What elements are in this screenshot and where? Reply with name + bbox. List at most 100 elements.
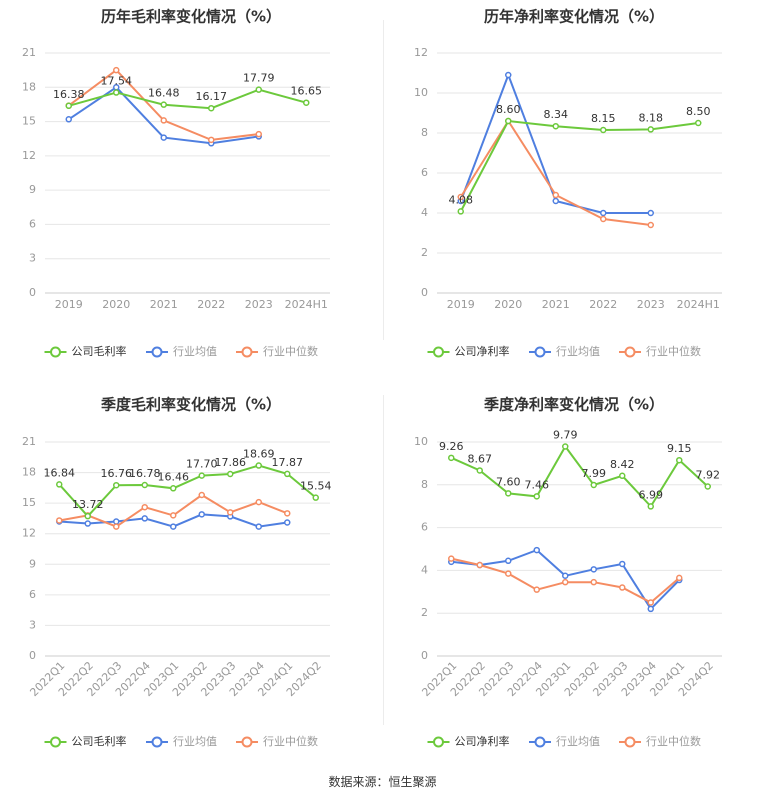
data-label: 16.46 (158, 470, 190, 483)
data-point-company (312, 494, 319, 501)
data-point-company (113, 481, 120, 489)
chart-title: 历年毛利率变化情况（%） (101, 8, 281, 26)
data-label: 16.65 (291, 85, 323, 98)
data-label: 7.60 (496, 475, 521, 488)
data-point-median (562, 578, 569, 586)
data-point-company (141, 481, 148, 489)
data-point-company (505, 117, 512, 125)
x-tick-label: 2022 (589, 298, 617, 311)
legend-marker-median (624, 736, 636, 748)
data-label: 17.87 (272, 456, 304, 469)
data-label: 7.99 (582, 467, 607, 480)
data-point-median (647, 599, 654, 606)
data-point-median (505, 570, 512, 577)
y-tick-label: 6 (29, 588, 36, 601)
series-line-company (450, 444, 709, 509)
data-point-company (676, 456, 683, 464)
data-point-median (255, 498, 262, 506)
legend-label-avg: 行业均值 (556, 345, 600, 358)
legend-marker-company (433, 736, 444, 748)
data-point-company (448, 454, 455, 462)
y-tick-label: 6 (421, 521, 428, 534)
chart-1: 历年毛利率变化情况（%） 0 3 6 9 12 15 18 21 2019 2020 2021 2022… (22, 8, 330, 358)
data-label: 16.78 (129, 467, 161, 480)
data-label: 8.42 (610, 458, 635, 471)
x-tick-label: 2021 (150, 298, 178, 311)
y-tick-label: 9 (29, 183, 36, 196)
data-point-median (552, 191, 559, 199)
y-tick-label: 12 (22, 527, 36, 540)
source-note: 数据来源：恒生聚源 (328, 775, 437, 789)
data-point-company (198, 472, 205, 479)
data-label: 7.92 (696, 469, 721, 482)
data-point-avg (647, 605, 654, 613)
series-line-company (459, 119, 699, 212)
x-tick-label: 2024H1 (285, 298, 328, 311)
legend-label-avg: 行业均值 (173, 735, 217, 748)
data-point-company (65, 102, 72, 110)
y-tick-label: 0 (421, 649, 428, 662)
data-point-median (255, 130, 262, 138)
x-tick-label: 2019 (55, 298, 83, 311)
data-point-avg (255, 523, 262, 530)
legend-marker-company (433, 346, 444, 358)
data-point-company (647, 503, 654, 510)
chart-title: 历年净利率变化情况（%） (484, 8, 664, 26)
data-point-company (208, 104, 215, 112)
y-tick-label: 12 (414, 46, 428, 59)
data-point-company (533, 493, 540, 500)
data-label: 8.67 (468, 452, 493, 465)
chart-title: 季度净利率变化情况（%） (484, 396, 664, 414)
data-label: 16.38 (53, 88, 85, 101)
data-point-avg (65, 116, 72, 123)
data-point-median (141, 503, 148, 511)
y-tick-label: 6 (29, 217, 36, 230)
data-point-avg (505, 71, 512, 79)
legend-marker-median (241, 736, 253, 748)
legend: 公司毛利率 行业均值 行业中位数 (44, 734, 318, 748)
y-tick-label: 2 (421, 606, 428, 619)
legend-marker-avg (534, 736, 546, 748)
data-point-median (590, 578, 597, 586)
y-tick-label: 0 (421, 286, 428, 299)
y-tick-label: 6 (421, 166, 428, 179)
y-tick-label: 21 (22, 435, 36, 448)
legend-marker-avg (534, 346, 546, 358)
data-point-median (619, 584, 626, 591)
legend-marker-median (241, 346, 253, 358)
data-label: 9.15 (667, 442, 692, 455)
legend-label-company: 公司毛利率 (72, 734, 127, 748)
data-label: 16.76 (101, 467, 133, 480)
data-label: 8.50 (686, 105, 711, 118)
series-median (56, 491, 291, 530)
data-point-avg (170, 523, 177, 530)
data-point-avg (198, 511, 205, 518)
data-point-company (84, 512, 91, 520)
legend-label-company: 公司净利率 (455, 734, 510, 748)
x-tick-label: 2023 (637, 298, 665, 311)
y-tick-label: 4 (421, 206, 428, 219)
x-tick-label: 2019 (447, 298, 475, 311)
data-point-median (198, 491, 205, 499)
data-point-median (647, 221, 654, 229)
y-tick-label: 12 (22, 149, 36, 162)
series-company: 16.84 13.72 16.7616.7816.4617.7017.8618.69… (44, 448, 332, 520)
data-point-avg (160, 134, 167, 141)
data-label: 16.17 (196, 90, 228, 103)
data-label: 16.48 (148, 87, 180, 100)
bottom-divider (383, 395, 384, 725)
legend: 公司净利率 行业均值 行业中位数 (427, 734, 701, 748)
legend-label-company: 公司净利率 (455, 344, 510, 358)
data-label: 4.08 (449, 193, 474, 206)
y-tick-label: 3 (29, 252, 36, 265)
data-point-company (600, 126, 607, 134)
data-label: 9.26 (439, 440, 464, 453)
legend-label-median: 行业中位数 (263, 344, 318, 358)
chart-3: 季度毛利率变化情况（%）0369121518212022Q12022Q22022… (22, 396, 332, 749)
data-point-median (676, 574, 683, 582)
data-point-company (56, 481, 63, 488)
data-label: 8.15 (591, 112, 616, 125)
y-tick-label: 2 (421, 246, 428, 259)
legend-label-company: 公司毛利率 (72, 344, 127, 358)
data-label: 17.86 (215, 456, 247, 469)
